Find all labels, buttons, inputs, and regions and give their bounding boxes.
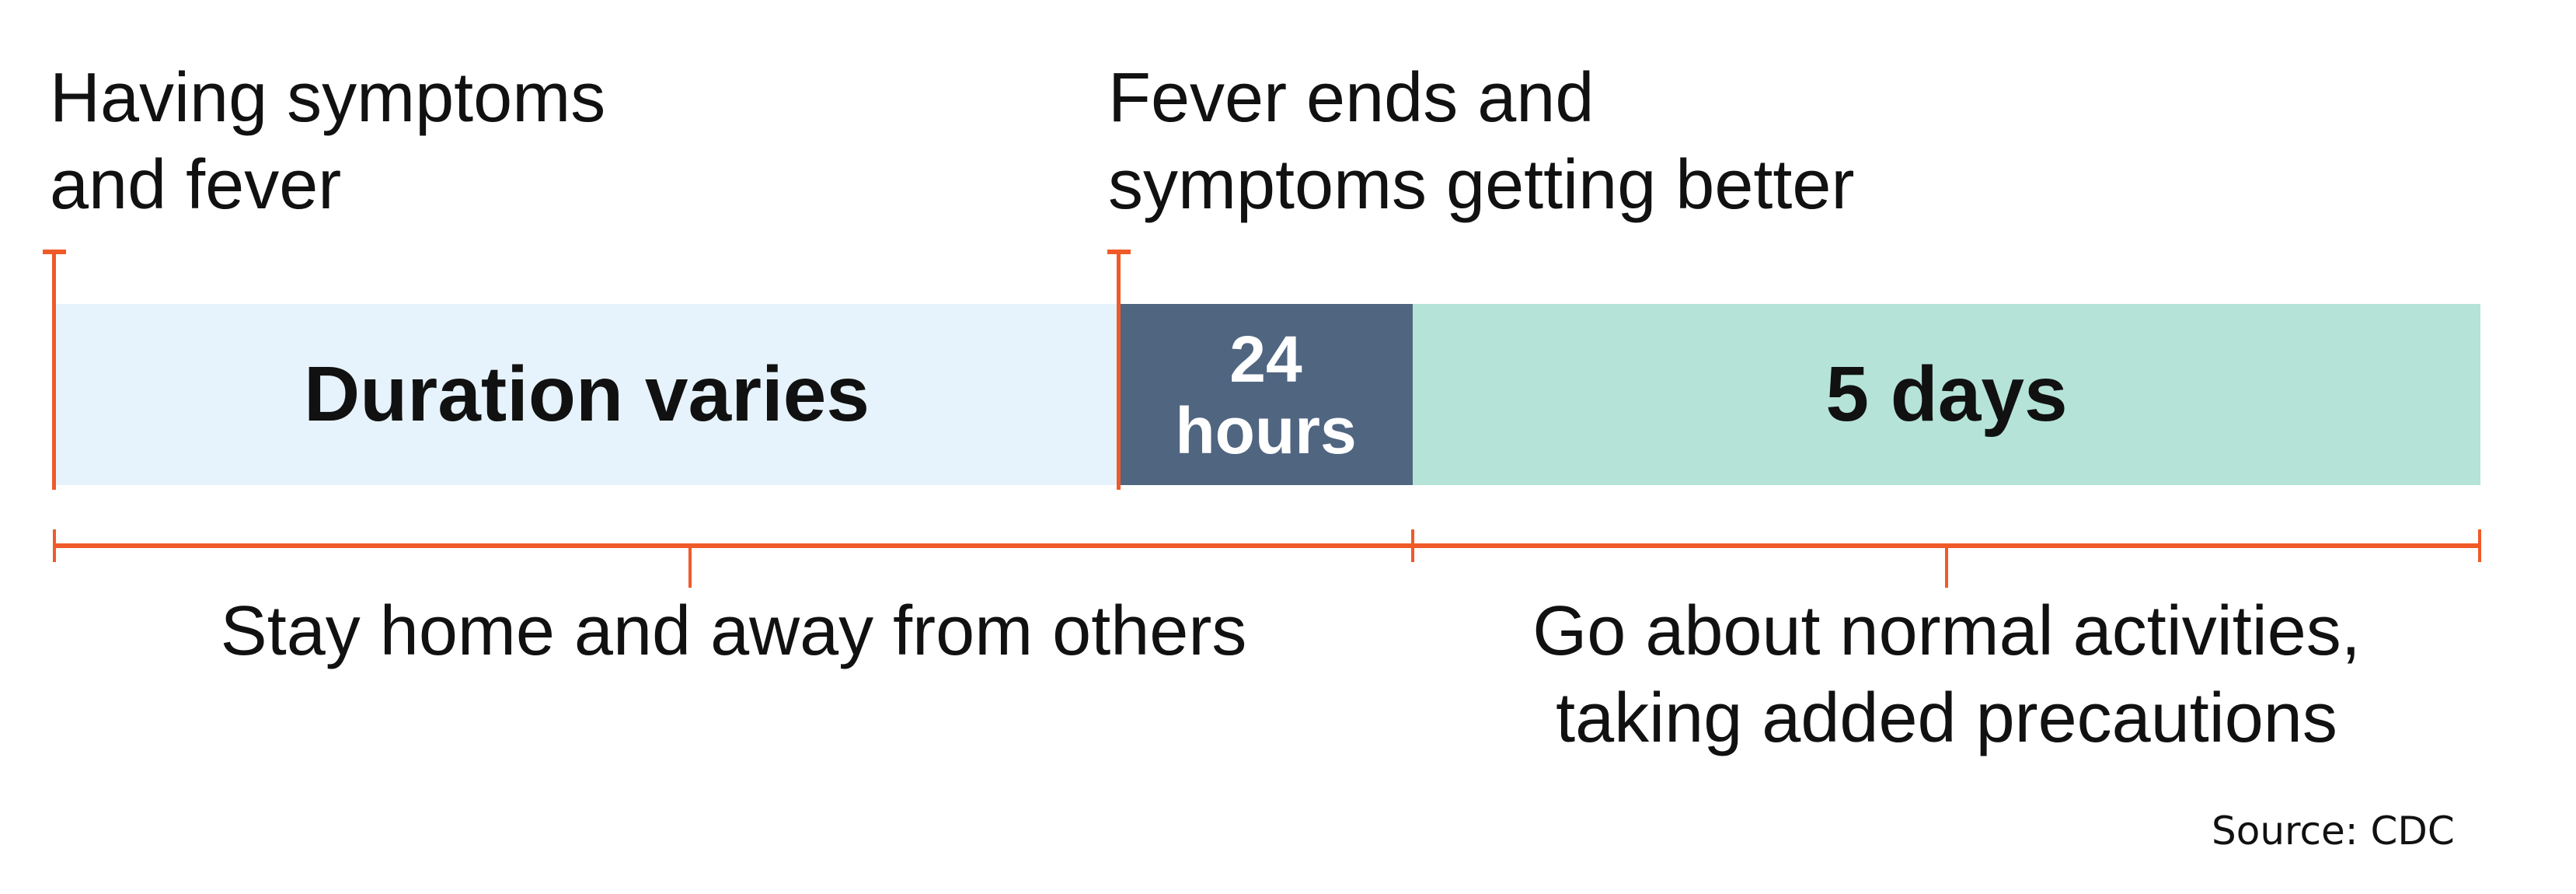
- period-mid-tick: [1945, 546, 1948, 588]
- source-label: Source: CDC: [2212, 808, 2455, 854]
- milestone-marker-fever-end: [1117, 251, 1121, 490]
- segment-5-days: 5 days: [1413, 304, 2480, 485]
- segment-label: 5 days: [1825, 351, 2068, 438]
- period-end-tick: [2478, 529, 2481, 562]
- milestone-marker-cap: [43, 250, 66, 254]
- segment-label: 24 hours: [1175, 322, 1357, 467]
- milestone-start-label: Having symptoms and fever: [50, 59, 606, 224]
- milestone-marker-cap: [1107, 250, 1131, 254]
- period-end-tick: [1411, 529, 1414, 562]
- segment-label: Duration varies: [303, 351, 870, 438]
- period-end-tick: [53, 529, 56, 562]
- segment-duration-varies: Duration varies: [54, 304, 1119, 485]
- milestone-marker-start: [52, 251, 56, 490]
- period-stay-home-label: Stay home and away from others: [220, 592, 1247, 670]
- period-axis-line: [54, 543, 2480, 548]
- segment-24-hours: 24 hours: [1119, 304, 1413, 485]
- period-mid-tick: [688, 546, 692, 588]
- milestone-fever-end-label: Fever ends and symptoms getting better: [1108, 59, 1855, 224]
- period-normal-activities-label: Go about normal activities, taking added…: [1532, 592, 2361, 757]
